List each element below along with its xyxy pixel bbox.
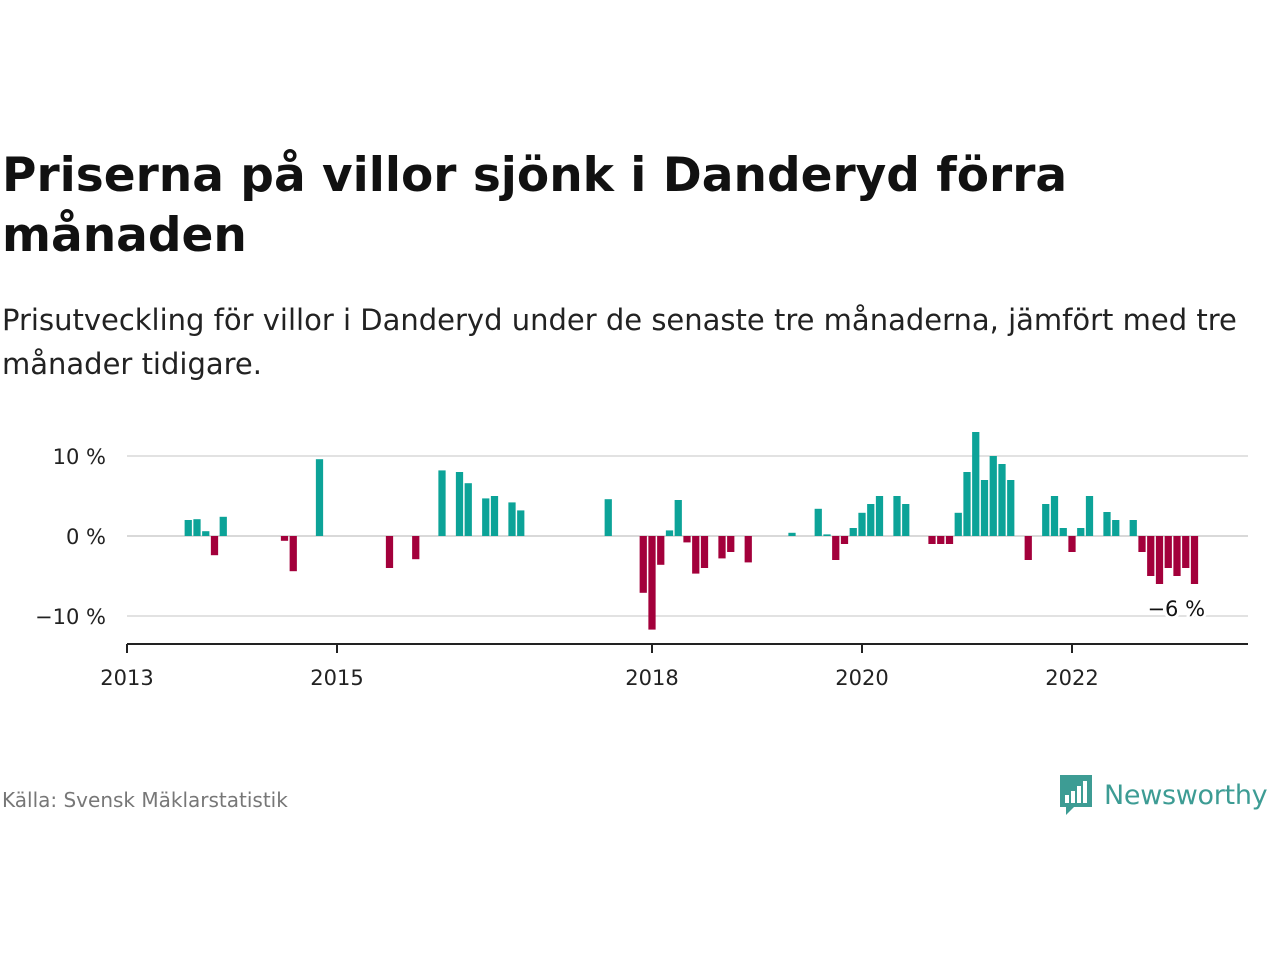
bar [1068,536,1076,552]
y-tick-label: 10 % [53,445,106,469]
bar [289,536,297,572]
x-tick-label: 2020 [835,666,888,690]
bar-chart: 10 % 0 % −10 % 2013 2015 2018 2020 2022 −6 % [35,432,1248,690]
newsworthy-chat-bars-icon [1060,775,1092,815]
bar [1077,528,1085,536]
bar [1164,536,1172,568]
chart-subtitle: Prisutveckling för villor i Danderyd und… [2,303,1237,381]
bar [1007,480,1015,536]
bar [210,536,219,556]
bar [1147,536,1155,576]
bar [683,536,691,543]
bar [674,500,682,536]
bar [490,496,499,536]
bar [1138,536,1146,552]
bar [945,536,954,544]
bar [963,472,971,536]
bar [998,464,1006,536]
bar [219,516,227,536]
brand-name: Newsworthy [1104,779,1268,811]
bar [648,536,656,630]
bar [744,536,752,563]
bar [412,536,420,560]
bar [840,536,849,544]
source-note: Källa: Svensk Mäklarstatistik [2,788,288,812]
bar [700,536,709,568]
bar [193,519,201,536]
bar [1190,536,1199,584]
bar [814,508,822,536]
bar [972,432,980,536]
bar [508,502,516,536]
x-tick-label: 2022 [1045,666,1098,690]
bar [727,536,735,552]
bar [823,534,831,536]
bar [867,504,875,536]
bar [1112,520,1120,536]
chart-title: Priserna på villor sjönk i Danderyd förr… [2,148,1068,263]
bar [692,536,700,574]
bar [1129,520,1137,536]
bar [954,512,962,536]
y-tick-label: −10 % [35,605,106,629]
bar [464,483,472,536]
bar [438,470,446,536]
bar [875,496,884,536]
bar [315,459,324,536]
bar [202,531,210,536]
bar [1042,504,1050,536]
x-tick-label: 2013 [100,666,153,690]
x-tick-label: 2015 [310,666,363,690]
bar [1024,536,1032,560]
bar [788,532,796,536]
bar [893,496,901,536]
bar [858,512,866,536]
bar [1050,496,1059,536]
bar [1155,536,1164,584]
bar [517,510,525,536]
bar [482,498,490,536]
newsworthy-logo: Newsworthy [1058,772,1268,818]
latest-value-annotation: −6 % [1147,597,1205,621]
bar [902,504,910,536]
bar [980,480,989,536]
x-tick-label: 2018 [625,666,678,690]
bar [1182,536,1190,568]
bar [385,536,394,568]
bar [928,536,936,544]
bar [604,499,612,536]
bar [832,536,840,560]
bar [639,536,647,593]
bar [657,536,665,565]
bar [1103,512,1111,536]
bar [184,520,192,536]
bar [718,536,726,559]
bar [665,530,674,536]
y-tick-label: 0 % [66,525,106,549]
bar [937,536,945,544]
bar [455,472,464,536]
bar [280,536,289,541]
bar [1173,536,1181,576]
bar [989,456,997,536]
bar [1059,528,1067,536]
bar [849,528,857,536]
bar [1085,496,1094,536]
